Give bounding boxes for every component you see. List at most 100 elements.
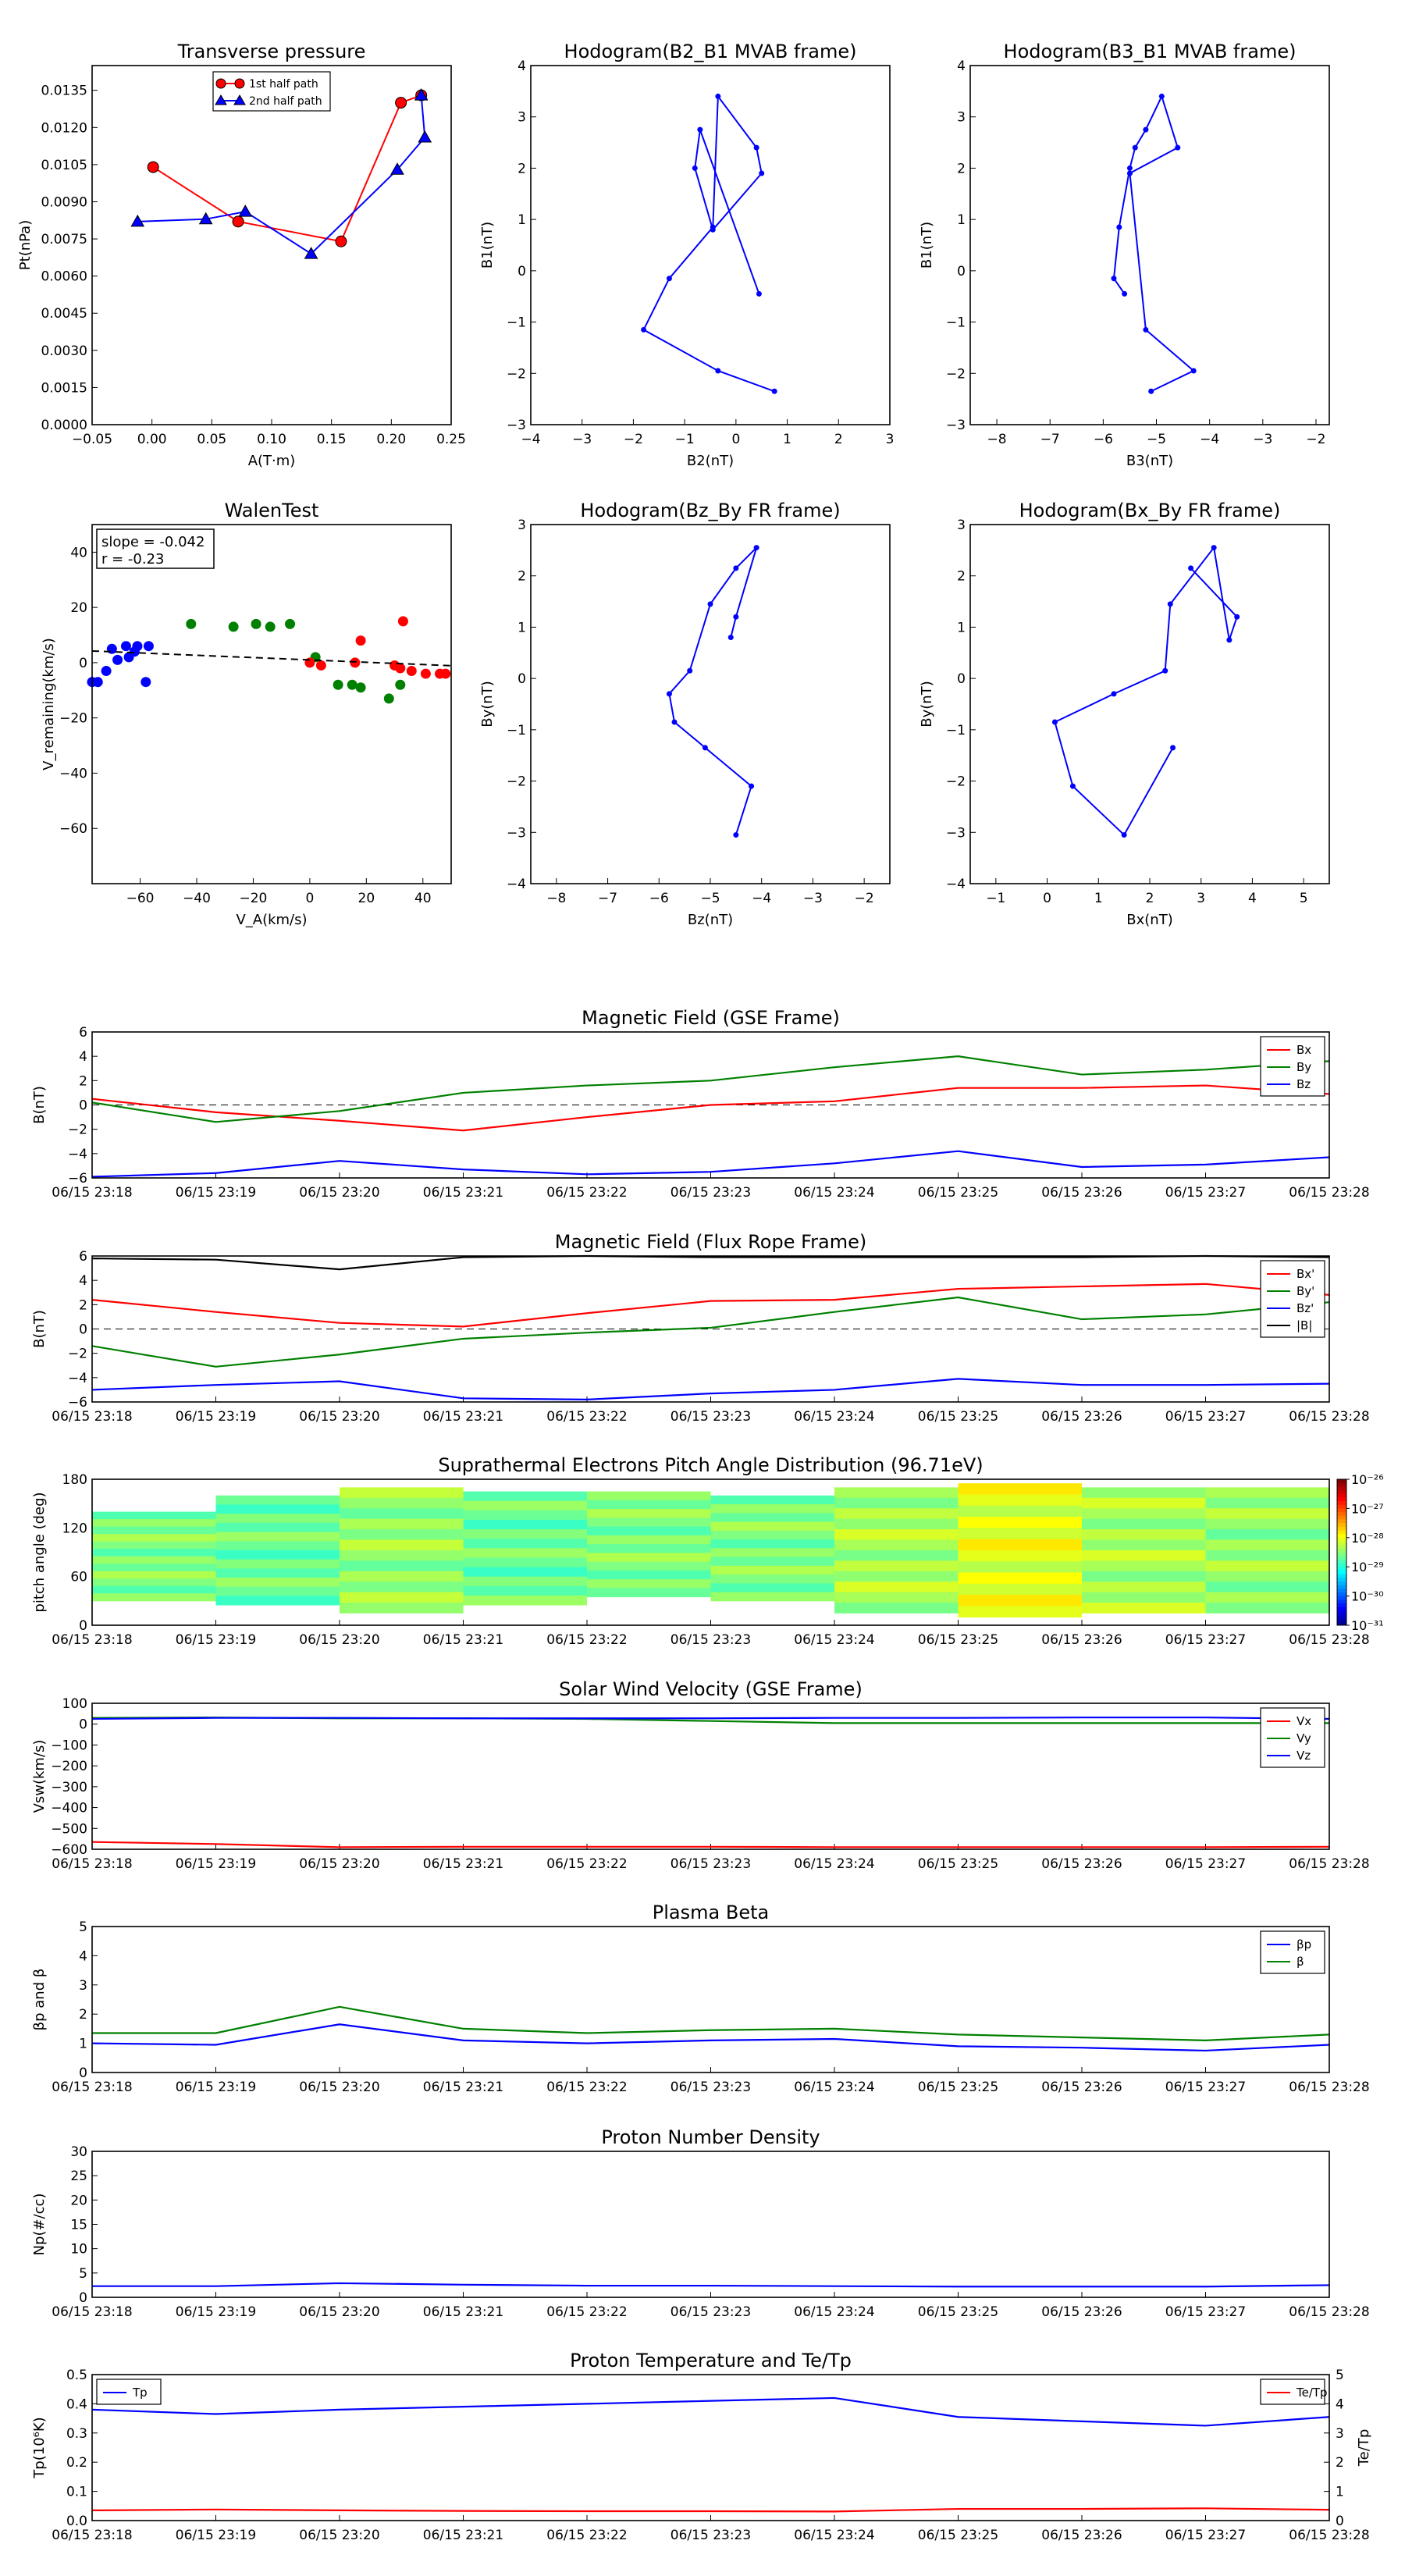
y-tick-label: 25 xyxy=(70,2169,87,2184)
colorbar-segment xyxy=(1337,1548,1346,1553)
colorbar-segment xyxy=(1337,1534,1346,1539)
chart-tp: Transverse pressure −0.05 0.00 0.05 0.10 0.15… xyxy=(17,41,466,469)
colorbar-segment xyxy=(1337,1497,1346,1502)
x-tick-label: 06/15 23:27 xyxy=(1165,1856,1246,1872)
legend-label: Vx xyxy=(1297,1714,1311,1728)
data-point xyxy=(198,212,213,225)
legend-label: Tp xyxy=(132,2386,148,2400)
legend-label: By xyxy=(1297,1060,1311,1074)
scatter-point xyxy=(355,635,366,646)
y-tick-label: −2 xyxy=(946,366,966,382)
heatmap-cell xyxy=(92,1585,216,1594)
x-tick-label: 06/15 23:24 xyxy=(794,1185,874,1201)
colorbar-segment xyxy=(1337,1479,1346,1484)
plot-frame xyxy=(91,65,452,425)
x-tick-label: −0.05 xyxy=(72,432,112,447)
y-tick-label: 2 xyxy=(1336,2455,1344,2471)
data-point xyxy=(1122,290,1128,297)
x-tick-label: 2 xyxy=(1146,891,1154,906)
legend-label: 1st half path xyxy=(249,78,318,91)
x-tick-label: 06/15 23:19 xyxy=(176,2080,256,2095)
heatmap-cell xyxy=(834,1571,959,1582)
heatmap-cell xyxy=(834,1529,959,1540)
x-tick-label: 06/15 23:20 xyxy=(299,2080,379,2095)
scatter-point xyxy=(101,666,112,677)
colorbar-label: 10⁻³⁰ xyxy=(1351,1589,1384,1604)
y-tick-label: 1 xyxy=(79,2037,87,2052)
series-line xyxy=(642,94,775,393)
x-tick-label: 06/15 23:18 xyxy=(52,1632,132,1648)
y-tick-label: 1 xyxy=(957,620,966,635)
plot-frame xyxy=(91,2151,1330,2298)
y-tick-label: 4 xyxy=(957,59,966,74)
heatmap-cell xyxy=(463,1567,587,1578)
y-tick-label: 3 xyxy=(957,518,966,533)
x-tick-label: 4 xyxy=(1248,891,1257,906)
heatmap-cell xyxy=(710,1513,834,1523)
x-tick-label: 06/15 23:27 xyxy=(1165,2528,1246,2543)
y-axis-label: B1(nT) xyxy=(919,222,935,269)
x-tick-label: 06/15 23:27 xyxy=(1165,1185,1246,1201)
x-tick-label: 06/15 23:22 xyxy=(546,1856,627,1872)
y-tick-label: 2 xyxy=(79,1073,87,1089)
x-tick-label: −2 xyxy=(624,432,643,447)
heatmap-cell xyxy=(958,1595,1082,1606)
y-axis-label: Vsw(km/s) xyxy=(31,1740,48,1813)
heatmap-cell xyxy=(587,1588,711,1598)
x-tick-label: 06/15 23:23 xyxy=(670,2528,751,2543)
x-tick-label: 06/15 23:23 xyxy=(670,2304,751,2320)
x-tick-label: 06/15 23:24 xyxy=(794,1632,874,1648)
y-tick-label: 2 xyxy=(79,2007,87,2023)
heatmap-cell xyxy=(958,1539,1082,1551)
plot-frame xyxy=(91,1926,1330,2073)
data-point xyxy=(702,745,708,751)
y-tick-label: 2 xyxy=(79,1297,87,1313)
data-point xyxy=(1121,832,1127,838)
series-line xyxy=(91,1841,1330,1848)
data-point xyxy=(697,126,703,133)
heatmap-cell xyxy=(1082,1497,1206,1509)
colorbar-segment xyxy=(1337,1578,1346,1582)
series-line xyxy=(91,1055,1330,1123)
x-tick-label: −4 xyxy=(1200,432,1219,447)
data-point xyxy=(238,205,253,217)
heatmap-cell xyxy=(834,1560,959,1572)
x-tick-label: 06/15 23:19 xyxy=(176,1856,256,1872)
y-tick-label: 0.0015 xyxy=(41,380,87,396)
y-tick-label: 120 xyxy=(62,1521,87,1536)
x-tick-label: 06/15 23:28 xyxy=(1289,1409,1369,1425)
x-tick-label: −2 xyxy=(855,891,874,906)
y-tick-label: −3 xyxy=(507,825,526,841)
y-tick-label: 6 xyxy=(79,1025,87,1041)
heatmap-cell xyxy=(1082,1529,1206,1540)
colorbar-segment xyxy=(1337,1567,1346,1571)
data-point xyxy=(418,130,432,143)
heatmap-cell xyxy=(92,1526,216,1535)
colorbar-frame xyxy=(1336,1478,1347,1626)
y-tick-label: 0 xyxy=(518,264,526,279)
series-line xyxy=(91,2023,1330,2052)
chart-title: Solar Wind Velocity (GSE Frame) xyxy=(559,1678,863,1700)
x-tick-label: 06/15 23:23 xyxy=(670,1409,751,1425)
heatmap-cell xyxy=(92,1511,216,1520)
heatmap-cell xyxy=(1205,1529,1329,1540)
scatter-point xyxy=(265,621,276,632)
x-tick-label: 06/15 23:18 xyxy=(52,1185,132,1201)
y-tick-label: −3 xyxy=(507,418,526,433)
data-point xyxy=(733,832,739,838)
data-point xyxy=(1111,691,1117,697)
y-tick-label: −2 xyxy=(68,1123,87,1138)
data-point xyxy=(715,368,721,374)
scatter-point xyxy=(347,679,357,690)
colorbar-segment xyxy=(1337,1606,1346,1611)
y-tick-label: 0.0 xyxy=(66,2514,87,2529)
heatmap-cell xyxy=(215,1550,340,1560)
x-tick-label: 0.05 xyxy=(197,432,226,447)
colorbar-label: 10⁻²⁸ xyxy=(1351,1531,1384,1546)
colorbar-segment xyxy=(1337,1541,1346,1546)
chart-vsw: Solar Wind Velocity (GSE Frame) 06/15 23:… xyxy=(31,1678,1370,1872)
legend-label: |B| xyxy=(1297,1318,1312,1332)
chart-mf_gse: Magnetic Field (GSE Frame) 06/15 23:18 06/… xyxy=(31,1007,1370,1201)
heatmap-cell xyxy=(340,1508,464,1520)
heatmap-cell xyxy=(834,1518,959,1530)
